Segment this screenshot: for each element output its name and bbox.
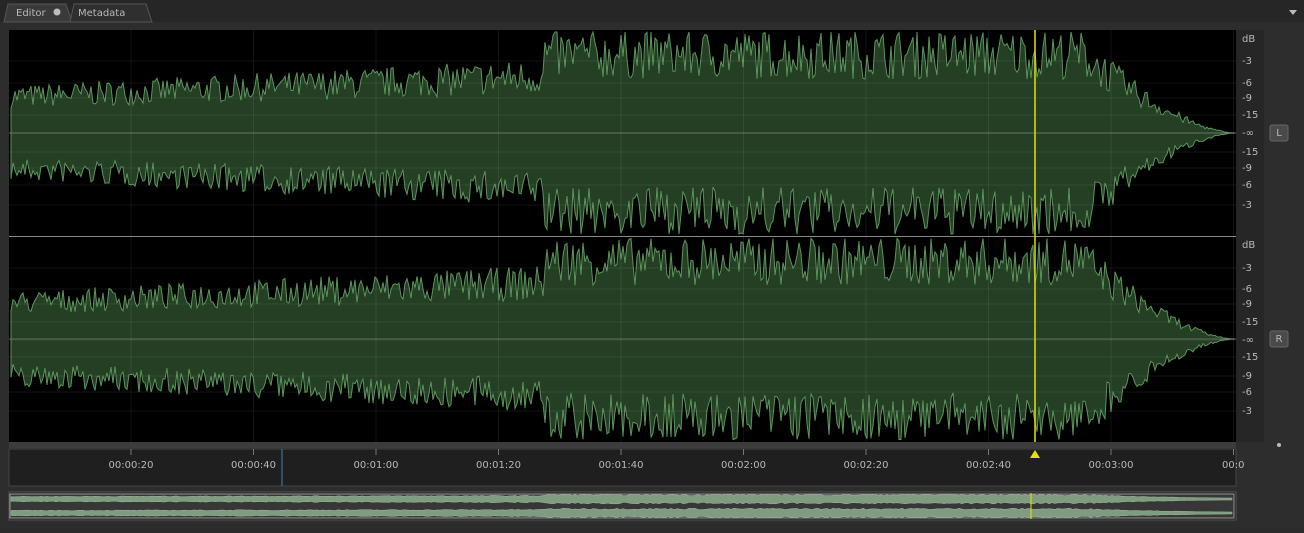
time-label: 00:02:00 <box>721 460 766 471</box>
menu-arrow[interactable] <box>1289 10 1297 15</box>
db-label: -9 <box>1242 299 1252 310</box>
time-label: 00:01:00 <box>354 460 399 471</box>
unsaved-dot <box>53 8 61 16</box>
time-label: 00:00:40 <box>231 460 276 471</box>
overview-view <box>9 493 1235 519</box>
channel-button-label[interactable]: L <box>1276 128 1282 139</box>
db-label: -9 <box>1242 371 1252 382</box>
channel-button-label[interactable]: R <box>1276 334 1283 345</box>
time-label: 00:02:40 <box>966 460 1011 471</box>
db-label: -3 <box>1242 406 1252 417</box>
tab-editor[interactable]: Editor <box>16 8 46 19</box>
tab-metadata-bg[interactable] <box>69 3 153 23</box>
scrollbar[interactable] <box>9 442 1236 448</box>
time-label: 00:03:00 <box>1089 460 1134 471</box>
db-scale <box>1236 30 1264 442</box>
tab-editor-bg[interactable] <box>3 3 73 23</box>
time-label: 00:0 <box>1222 460 1244 471</box>
db-label: -∞ <box>1242 335 1254 346</box>
db-label: -9 <box>1242 93 1252 104</box>
time-label: 00:01:40 <box>599 460 644 471</box>
db-label: -15 <box>1242 110 1258 121</box>
time-label: 00:01:20 <box>476 460 521 471</box>
overview-wave <box>10 507 1233 519</box>
time-label: 00:02:20 <box>844 460 889 471</box>
db-label: -6 <box>1242 284 1252 295</box>
db-label: dB <box>1242 34 1255 45</box>
tab-metadata[interactable]: Metadata <box>78 8 125 19</box>
tab-bar <box>0 0 1304 22</box>
db-label: -6 <box>1242 387 1252 398</box>
db-label: -∞ <box>1242 128 1254 139</box>
db-label: -15 <box>1242 352 1258 363</box>
db-label: -15 <box>1242 317 1258 328</box>
db-label: dB <box>1242 240 1255 251</box>
overview-wave <box>10 493 1233 505</box>
db-label: -6 <box>1242 78 1252 89</box>
db-label: -9 <box>1242 163 1252 174</box>
timeline-ruler[interactable] <box>8 448 1237 487</box>
channel-button[interactable] <box>1269 330 1289 348</box>
db-label: -15 <box>1242 147 1258 158</box>
db-label: -3 <box>1242 263 1252 274</box>
channel-button[interactable] <box>1269 124 1289 142</box>
db-label: -6 <box>1242 180 1252 191</box>
playhead-handle <box>1030 450 1040 458</box>
scroll-dot <box>1277 443 1281 447</box>
time-label: 00:00:20 <box>109 460 154 471</box>
db-label: -3 <box>1242 200 1252 211</box>
db-label: -3 <box>1242 56 1252 67</box>
